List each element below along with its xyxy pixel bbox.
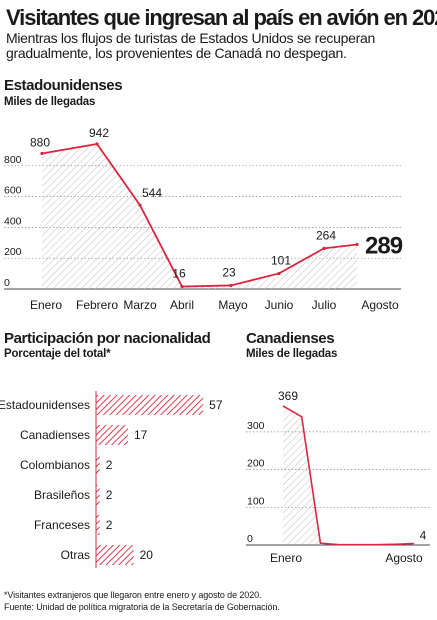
x-tick-label: Marzo	[123, 298, 157, 312]
data-label: 289	[365, 232, 403, 259]
data-label: 369	[278, 389, 298, 403]
y-tick-label: 200	[4, 246, 22, 258]
footnote-visitors: *Visitantes extranjeros que llegaron ent…	[4, 590, 262, 600]
y-tick-label: 400	[4, 215, 22, 227]
bar	[96, 515, 100, 535]
data-label: 544	[142, 186, 162, 200]
x-tick-label: Abril	[170, 298, 194, 312]
bar	[96, 455, 100, 475]
page-subtitle: Mientras los flujos de turistas de Estad…	[6, 30, 375, 61]
data-point	[277, 271, 281, 276]
x-tick-label: Febrero	[76, 298, 118, 312]
x-tick-label: Julio	[312, 298, 337, 312]
x-tick-label: Agosto	[385, 551, 423, 565]
data-point	[180, 284, 184, 289]
x-tick-label: Agosto	[361, 298, 399, 312]
y-tick-label: 0	[4, 277, 10, 289]
y-tick-label: 800	[4, 154, 22, 166]
data-point	[355, 242, 359, 247]
x-tick-label: Junio	[265, 298, 294, 312]
y-tick-label: 200	[247, 458, 265, 470]
bar	[96, 545, 134, 565]
y-tick-label: 100	[247, 495, 265, 507]
series-line	[282, 405, 415, 546]
us-chart-subtitle: Miles de llegadas	[4, 96, 96, 108]
data-point	[40, 151, 44, 156]
data-label: 264	[316, 228, 336, 242]
footnote-source: Fuente: Unidad de política migratoria de…	[4, 602, 280, 612]
bar-value-label: 57	[209, 398, 223, 412]
data-label: 880	[30, 135, 50, 149]
bar-category-label: Franceses	[34, 518, 90, 532]
bar-category-label: Canadienses	[20, 428, 90, 442]
y-tick-label: 300	[247, 420, 265, 432]
share-bar-chart: Estadounidenses 57 Canadienses 17 Colombiano…	[0, 391, 223, 568]
x-tick-label: Enero	[30, 298, 62, 312]
bar-category-label: Brasileños	[34, 488, 90, 502]
x-tick-label: Mayo	[218, 298, 248, 312]
us-area-chart: 0 200 400 600 800 880 942 544 16 23 101 264 289 Enero…	[4, 126, 404, 312]
data-point	[229, 283, 233, 288]
bar	[96, 485, 100, 505]
ca-chart-title: Canadienses	[246, 330, 335, 347]
bar-category-label: Otras	[61, 548, 90, 562]
series-area	[283, 405, 414, 545]
x-tick-label: Enero	[270, 551, 302, 565]
data-label: 23	[222, 265, 236, 279]
bar-value-label: 17	[134, 428, 148, 442]
y-tick-label: 600	[4, 185, 22, 197]
data-label: 16	[172, 267, 186, 281]
data-label: 101	[271, 253, 291, 267]
data-point	[138, 203, 142, 207]
series-line	[41, 142, 358, 288]
data-label: 942	[89, 126, 109, 140]
bar-value-label: 2	[106, 458, 113, 472]
bar	[96, 425, 128, 445]
y-tick-label: 0	[247, 533, 253, 545]
series-area	[42, 143, 357, 289]
data-label: 4	[420, 528, 427, 542]
bar-value-label: 2	[106, 518, 113, 532]
data-point	[95, 142, 99, 146]
bar-category-label: Estadounidenses	[0, 398, 90, 412]
share-chart-subtitle: Porcentaje del total*	[4, 348, 111, 360]
us-chart-title: Estadounidenses	[4, 77, 123, 94]
bar-value-label: 20	[140, 548, 154, 562]
bar-category-label: Colombianos	[20, 458, 90, 472]
share-chart-title: Participación por nacionalidad	[4, 330, 211, 347]
page-title: Visitantes que ingresan al país en avión…	[6, 5, 437, 30]
bar-value-label: 2	[106, 488, 113, 502]
bar	[96, 395, 204, 415]
ca-chart-subtitle: Miles de llegadas	[246, 348, 338, 360]
data-point	[322, 246, 326, 250]
ca-area-chart: 0 100 200 300 369 4 Enero Agosto	[246, 389, 430, 565]
